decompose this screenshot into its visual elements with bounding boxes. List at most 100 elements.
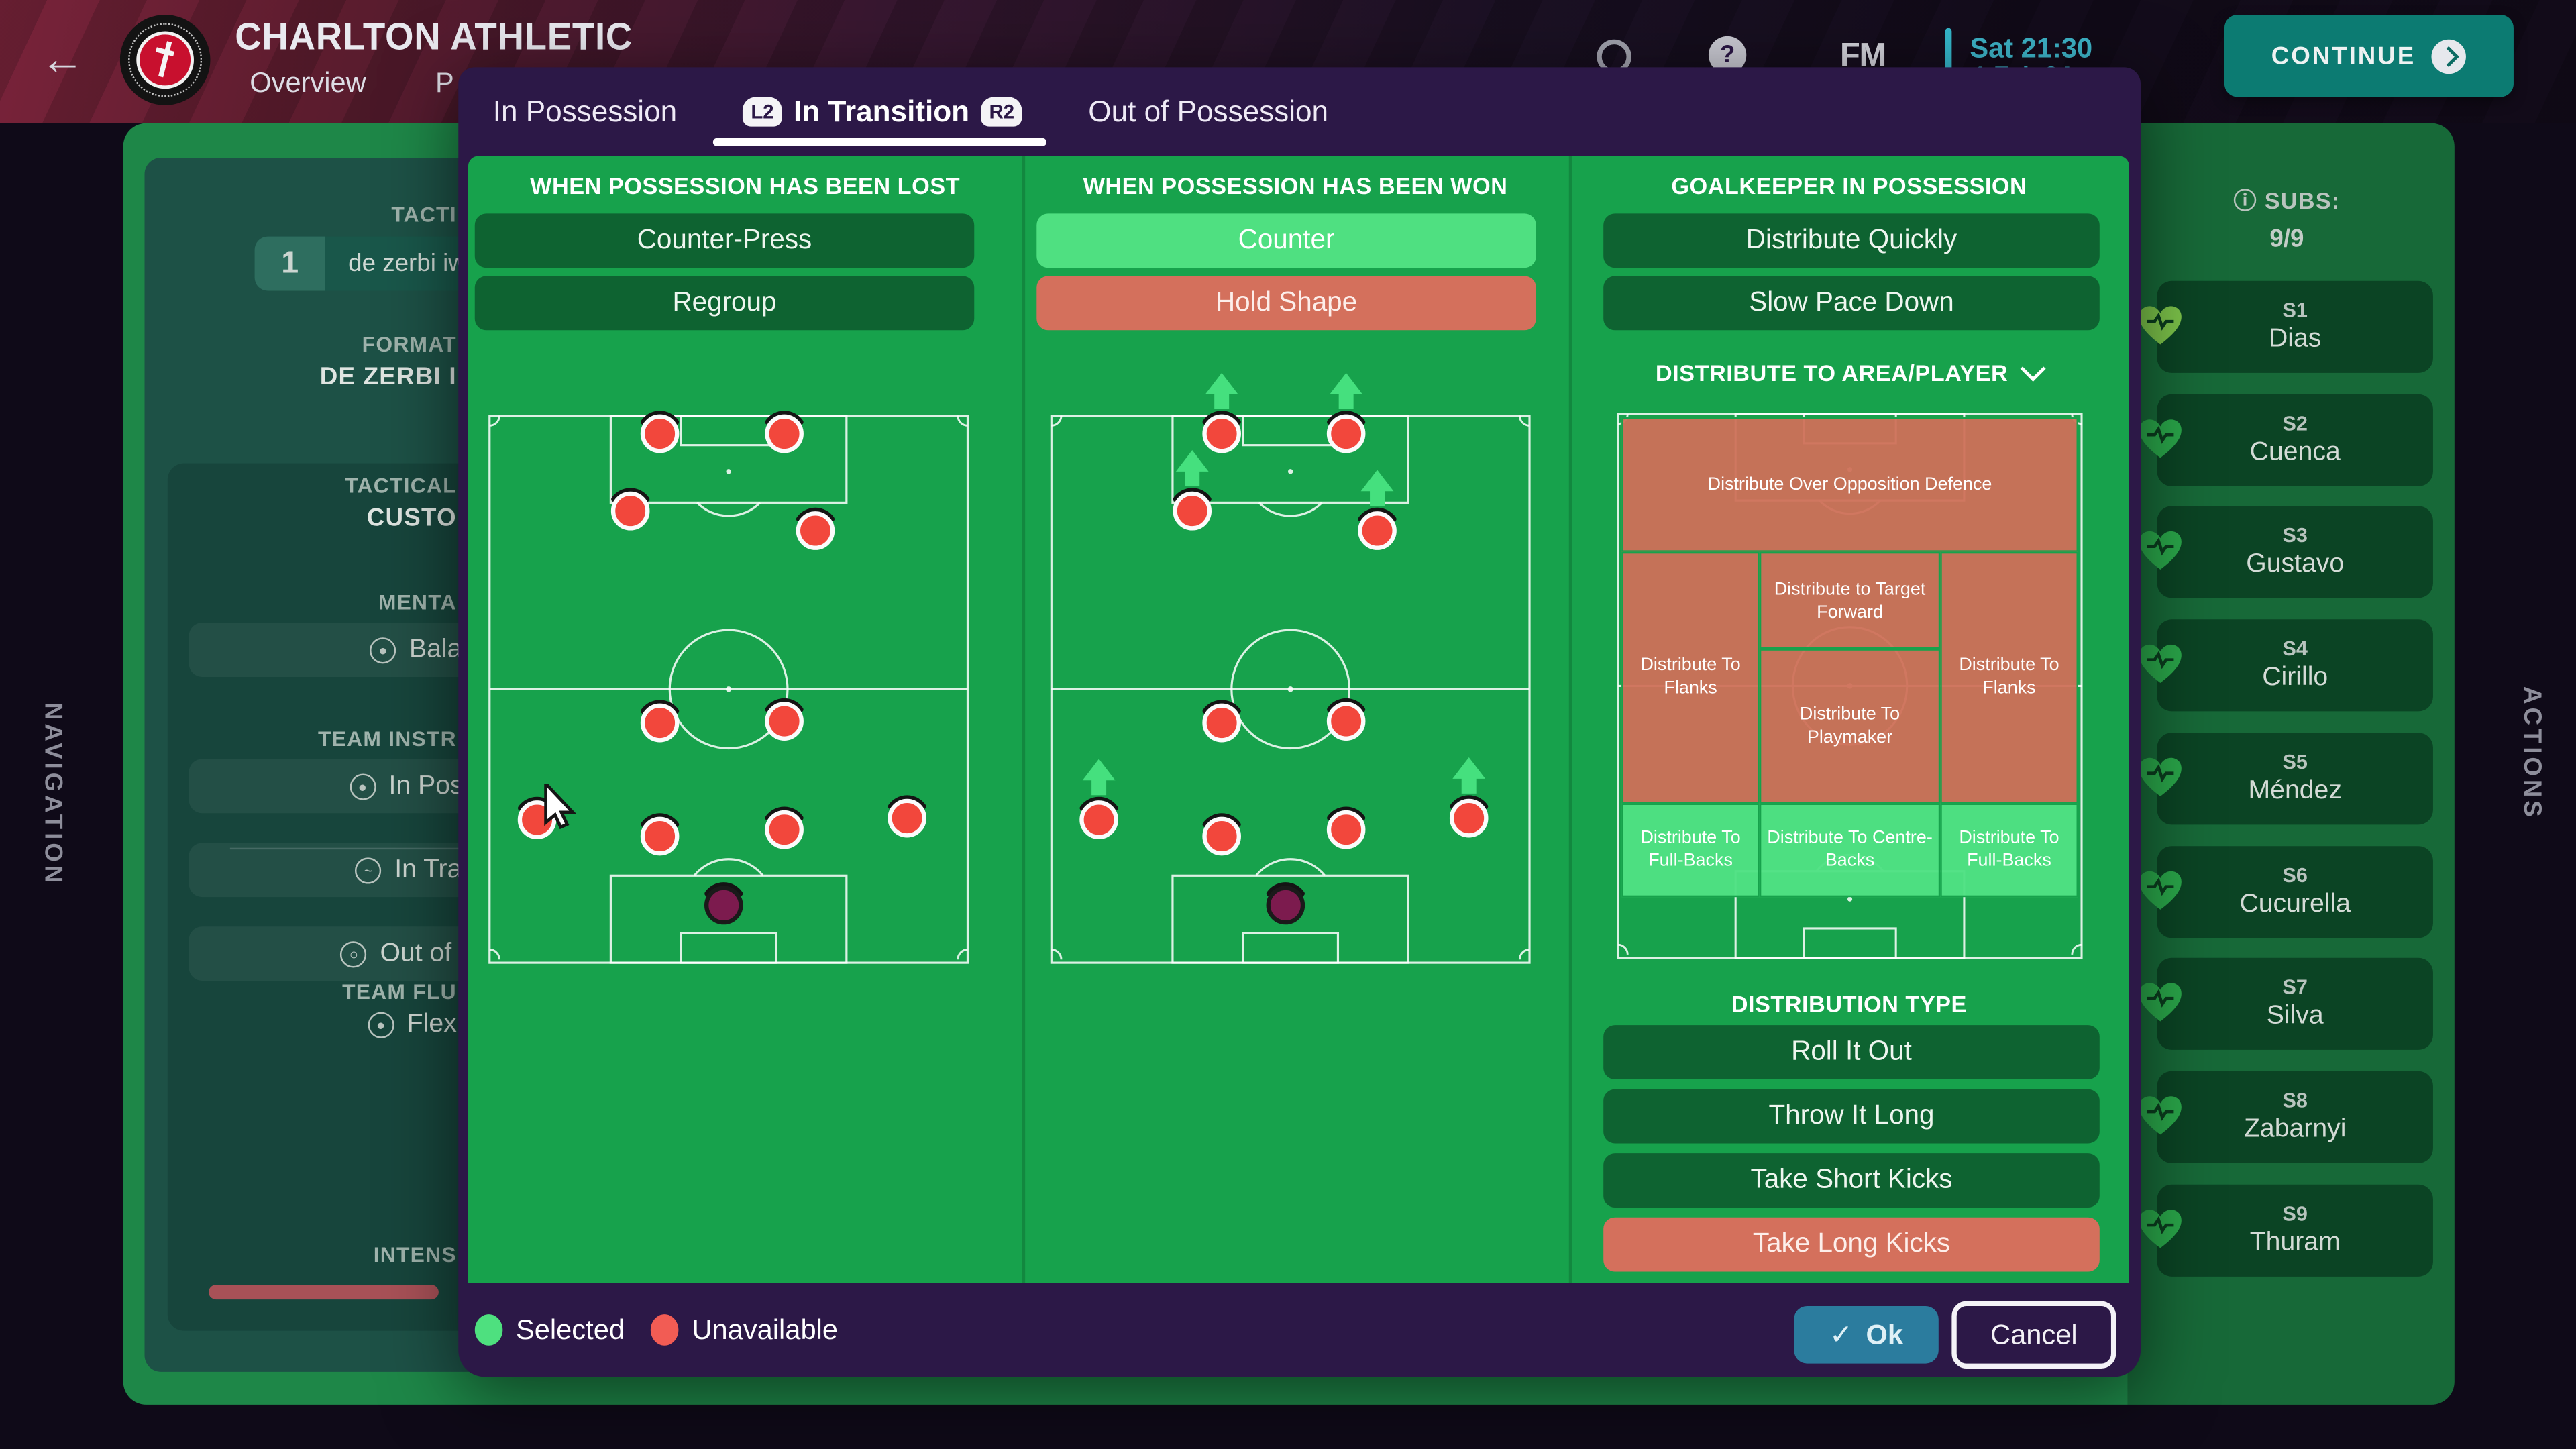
counter-press-button[interactable]: Counter-Press bbox=[474, 213, 975, 268]
take-long-kicks-button[interactable]: Take Long Kicks bbox=[1603, 1217, 2100, 1272]
sub-slot: S7 bbox=[2282, 976, 2308, 1000]
back-button[interactable]: ← bbox=[40, 34, 85, 84]
cancel-button[interactable]: Cancel bbox=[1951, 1301, 2116, 1369]
sub-name: Cucurella bbox=[2239, 890, 2351, 918]
tab-label: In Transition bbox=[794, 94, 970, 127]
subs-sidebar: ⓘ SUBS: 9/9 S1 Dias S2 Cuenca S3 Gustavo S4 Cir… bbox=[2139, 158, 2433, 1276]
sub-card-s2[interactable]: S2 Cuenca bbox=[2139, 393, 2433, 486]
instruction-in-tran[interactable]: ~ In Tran bbox=[189, 843, 496, 898]
navigation-vertical-label: NAVIGATION bbox=[38, 702, 67, 887]
zone-distribute-over-opposition-defence[interactable]: Distribute Over Opposition Defence bbox=[1621, 417, 2078, 553]
formation-value: DE ZERBI I bbox=[319, 363, 457, 391]
nav-item-clipped[interactable]: P bbox=[435, 67, 454, 99]
nav-item-overview[interactable]: Overview bbox=[250, 67, 366, 99]
tactic-slot-tab[interactable]: 1 de zerbi iw bbox=[254, 236, 474, 291]
mentality-target-icon: ● bbox=[370, 636, 396, 663]
zone-distribute-to-flanks-left[interactable]: Distribute To Flanks bbox=[1621, 552, 1760, 803]
condition-heart-icon bbox=[2139, 1209, 2182, 1248]
top-bar: ← CHARLTON ATHLETIC Overview P ? FM Sat … bbox=[0, 0, 2576, 123]
slow-pace-down-button[interactable]: Slow Pace Down bbox=[1603, 276, 2100, 331]
condition-heart-icon bbox=[2139, 870, 2182, 909]
tab-out-of-possession[interactable]: Out of Possession bbox=[1088, 95, 1328, 129]
zone-distribute-to-flanks-right[interactable]: Distribute To Flanks bbox=[1940, 552, 2078, 803]
sub-card-s4[interactable]: S4 Cirillo bbox=[2139, 619, 2433, 712]
legend-dot bbox=[651, 1314, 679, 1346]
fluidity-icon: ● bbox=[367, 1012, 394, 1038]
intensity-header: INTENS bbox=[373, 1242, 457, 1267]
counter-button[interactable]: Counter bbox=[1036, 213, 1536, 268]
sub-name: Thuram bbox=[2249, 1228, 2341, 1256]
sub-slot: S2 bbox=[2282, 411, 2308, 435]
continue-arrow-icon bbox=[2432, 38, 2467, 73]
in-transition-dialog: In Possession L2 In Transition R2 Out of Pos… bbox=[458, 67, 2141, 1377]
distribution-type-header: DISTRIBUTION TYPE bbox=[1731, 990, 1967, 1017]
football-outline-icon: ○ bbox=[340, 941, 367, 967]
zone-distribute-to-target-forward[interactable]: Distribute to Target Forward bbox=[1759, 552, 1941, 650]
sub-slot: S9 bbox=[2282, 1201, 2308, 1225]
sub-name: Silva bbox=[2266, 1002, 2324, 1030]
sub-card-s7[interactable]: S7 Silva bbox=[2139, 958, 2433, 1051]
tactic-name: de zerbi iw bbox=[348, 250, 466, 278]
distribute-area-pitch: Distribute Over Opposition Defence Distri… bbox=[1615, 411, 2084, 961]
legend-label: Selected bbox=[515, 1313, 625, 1345]
zone-distribute-to-centre-backs[interactable]: Distribute To Centre-Backs bbox=[1759, 802, 1941, 898]
ok-button[interactable]: ✓ Ok bbox=[1794, 1305, 1939, 1364]
throw-it-long-button[interactable]: Throw It Long bbox=[1603, 1089, 2100, 1144]
info-icon: ⓘ bbox=[2233, 187, 2257, 214]
instruction-in-poss[interactable]: ● In Poss bbox=[189, 759, 496, 814]
condition-heart-icon bbox=[2139, 306, 2182, 345]
actions-vertical-label: ACTIONS bbox=[2518, 686, 2546, 820]
legend-unavailable: Unavailable bbox=[651, 1313, 838, 1346]
formation-header: FORMAT bbox=[362, 331, 457, 357]
subs-header: ⓘ SUBS: bbox=[2233, 187, 2341, 214]
tab-in-transition[interactable]: L2 In Transition R2 bbox=[743, 94, 1023, 129]
possession-won-title: WHEN POSSESSION HAS BEEN WON bbox=[1083, 172, 1508, 199]
sub-name: Gustavo bbox=[2246, 551, 2345, 579]
tactical-style-header: TACTICAL bbox=[345, 473, 457, 498]
fluidity-value: Flex bbox=[407, 1010, 457, 1038]
regroup-button[interactable]: Regroup bbox=[474, 276, 975, 331]
tab-label: Out of Possession bbox=[1088, 94, 1329, 127]
sub-slot: S3 bbox=[2282, 525, 2308, 548]
sub-card-s8[interactable]: S8 Zabarnyi bbox=[2139, 1071, 2433, 1163]
transition-icon: ~ bbox=[355, 857, 382, 883]
dialog-content: WHEN POSSESSION HAS BEEN LOST Counter-Pr… bbox=[468, 156, 2129, 1283]
team-instructions-header: TEAM INSTR bbox=[317, 726, 457, 751]
tab-label: In Possession bbox=[492, 94, 678, 127]
hold-shape-button[interactable]: Hold Shape bbox=[1036, 276, 1536, 331]
divider bbox=[229, 847, 496, 850]
zone-distribute-to-full-backs-left[interactable]: Distribute To Full-Backs bbox=[1621, 802, 1760, 898]
mentality-button[interactable]: ● Balan bbox=[189, 623, 496, 677]
distribute-area-header[interactable]: DISTRIBUTE TO AREA/PLAYER bbox=[1569, 356, 2129, 386]
sub-card-s5[interactable]: S5 Méndez bbox=[2139, 732, 2433, 824]
sub-card-s3[interactable]: S3 Gustavo bbox=[2139, 506, 2433, 599]
panel-divider bbox=[1568, 156, 1572, 1283]
active-tab-underline bbox=[712, 138, 1047, 146]
legend-dot bbox=[474, 1314, 503, 1346]
sub-card-s6[interactable]: S6 Cucurella bbox=[2139, 845, 2433, 938]
continue-button[interactable]: CONTINUE bbox=[2224, 15, 2514, 97]
distribute-quickly-button[interactable]: Distribute Quickly bbox=[1603, 213, 2100, 268]
sub-card-s1[interactable]: S1 Dias bbox=[2139, 280, 2433, 373]
roll-it-out-button[interactable]: Roll It Out bbox=[1603, 1025, 2100, 1079]
team-fluidity-header: TEAM FLU bbox=[342, 979, 457, 1004]
take-short-kicks-button[interactable]: Take Short Kicks bbox=[1603, 1153, 2100, 1208]
dialog-tabs: In Possession L2 In Transition R2 Out of Pos… bbox=[458, 67, 2141, 156]
sub-name: Zabarnyi bbox=[2244, 1115, 2347, 1144]
zone-distribute-to-playmaker[interactable]: Distribute To Playmaker bbox=[1759, 649, 1941, 803]
fluidity-row: ● Flex bbox=[367, 1010, 457, 1040]
sub-card-s9[interactable]: S9 Thuram bbox=[2139, 1183, 2433, 1276]
possession-lost-pitch bbox=[486, 411, 971, 966]
check-icon: ✓ bbox=[1829, 1318, 1853, 1350]
page-title: CHARLTON ATHLETIC bbox=[235, 15, 633, 58]
goalkeeper-title: GOALKEEPER IN POSSESSION bbox=[1671, 172, 2027, 199]
zone-distribute-to-full-backs-right[interactable]: Distribute To Full-Backs bbox=[1940, 802, 2078, 898]
tactics-sidebar-inner: TACTICAL CUSTO MENTA ● Balan TEAM INSTR … bbox=[167, 463, 496, 1331]
instruction-out-of-p[interactable]: ○ Out of P bbox=[189, 926, 496, 981]
panel-divider bbox=[1022, 156, 1026, 1283]
tab-in-possession[interactable]: In Possession bbox=[493, 95, 677, 129]
tactic-slot-number: 1 bbox=[254, 236, 325, 291]
intensity-bar[interactable] bbox=[209, 1285, 439, 1300]
subs-count: 9/9 bbox=[2269, 225, 2304, 254]
sub-slot: S8 bbox=[2282, 1089, 2308, 1112]
